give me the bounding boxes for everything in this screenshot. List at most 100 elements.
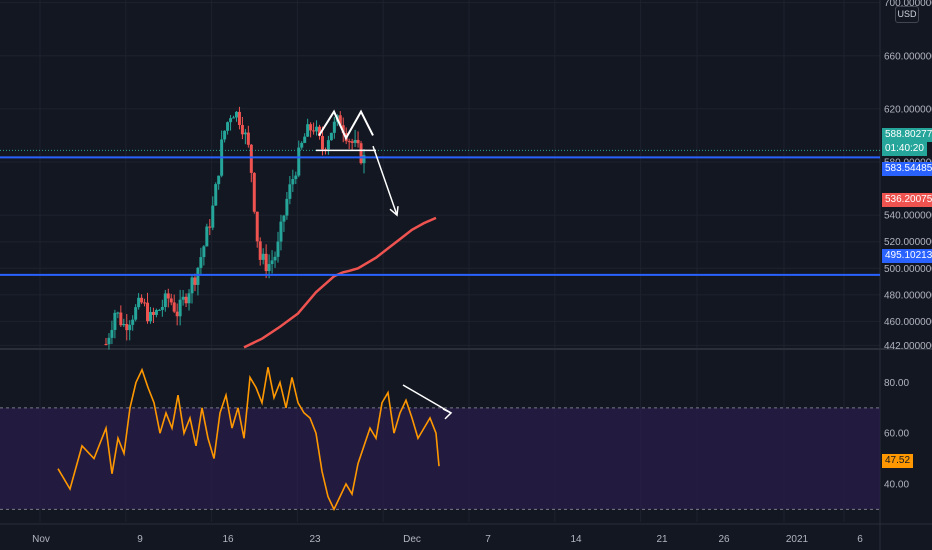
candle-body (211, 205, 215, 228)
candle-body (273, 256, 277, 261)
candle-body (276, 241, 280, 257)
candle-body (234, 111, 238, 118)
candle-body (172, 302, 176, 312)
candle-body (261, 253, 265, 260)
candle-body (214, 184, 218, 206)
horizontal-levels[interactable] (0, 149, 880, 276)
rsi-line-path (57, 367, 440, 512)
candle-body (270, 260, 274, 265)
price-tick-label: 540.000000 (884, 211, 932, 222)
candle-body (131, 319, 135, 325)
candle-body (279, 221, 283, 242)
candle-body (137, 297, 141, 308)
candle-body (303, 136, 307, 143)
candle-body (264, 253, 268, 272)
candle-body (116, 312, 120, 314)
currency-button[interactable]: USD (895, 6, 919, 23)
last-price-label: 588.802776 (882, 128, 932, 142)
candle-body (143, 302, 147, 304)
candle-body (223, 130, 227, 140)
price-tick-label: 480.000000 (884, 290, 932, 301)
rsi-band (0, 407, 880, 510)
time-tick-label: Nov (32, 534, 50, 545)
candle-body (193, 277, 197, 285)
price-tick-label: 460.000000 (884, 317, 932, 328)
rsi-divergence-arrow (402, 384, 452, 414)
candle-body (107, 337, 111, 345)
candle-body (134, 307, 138, 320)
candle-body (178, 299, 182, 317)
candle-body (237, 111, 241, 125)
price-arrow-head (389, 206, 399, 217)
candle-body (151, 311, 155, 315)
candle-body (312, 130, 316, 132)
time-tick-label: 21 (656, 534, 668, 545)
candle-body (288, 184, 292, 199)
candle-body (166, 293, 170, 299)
rsi-tick-label: 60.00 (884, 429, 909, 440)
price-tick-label: 660.000000 (884, 51, 932, 62)
candle-body (157, 309, 161, 311)
candle-body (243, 132, 247, 135)
candle-body (347, 141, 351, 143)
candle-body (205, 226, 209, 247)
countdown-label: 01:40:20 (882, 142, 927, 156)
candle-body (353, 139, 357, 143)
candle-body (175, 311, 179, 317)
candle-body (119, 312, 123, 326)
candle-body (341, 125, 345, 134)
candle-body (229, 118, 233, 123)
support-level-label: 495.102130 (882, 249, 932, 263)
candle-body (246, 132, 250, 145)
candle-body (146, 302, 150, 322)
candle-body (315, 126, 319, 132)
ma-value-label: 536.200751 (882, 193, 932, 207)
candle-body (154, 310, 158, 315)
rsi-band-fill (0, 407, 880, 510)
candle-body (184, 296, 188, 304)
time-tick-label: 6 (857, 534, 863, 545)
rsi-tick-label: 80.00 (884, 378, 909, 389)
time-tick-label: 26 (718, 534, 730, 545)
candle-body (291, 179, 295, 185)
candle-body (190, 277, 194, 294)
candle-body (255, 211, 259, 242)
price-tick-label: 442.000000 (884, 341, 932, 352)
drawings[interactable] (316, 109, 453, 420)
time-tick-label: 9 (137, 534, 143, 545)
candle-body (160, 307, 164, 310)
candle-body (128, 324, 132, 331)
candle-body (258, 241, 262, 260)
moving-average (243, 216, 437, 349)
candle-body (350, 141, 354, 143)
time-tick-label: 2021 (786, 534, 809, 545)
price-tick-label: 500.000000 (884, 264, 932, 275)
candle-body (202, 246, 206, 258)
candle-body (326, 140, 330, 150)
candle-body (267, 264, 271, 272)
rsi-value-label: 47.52 (882, 454, 914, 468)
candle-body (199, 257, 203, 268)
candle-body (320, 136, 324, 150)
candle-body (196, 267, 200, 285)
candle-body (309, 124, 313, 131)
time-tick-label: 14 (570, 534, 582, 545)
candle-body (252, 172, 256, 212)
candle-body (294, 175, 298, 180)
level-583-label: 583.544851 (882, 162, 932, 176)
double-top-drawing (318, 109, 374, 141)
candle-body (104, 344, 108, 346)
candle-body (187, 293, 191, 304)
candle-body (110, 329, 114, 338)
candle-body (140, 297, 144, 303)
candle-body (329, 132, 333, 141)
time-tick-label: Dec (403, 534, 421, 545)
price-tick-label: 520.000000 (884, 237, 932, 248)
candle-body (338, 115, 342, 126)
candle-body (226, 122, 230, 131)
candle-body (362, 155, 366, 164)
candle-body (306, 124, 310, 137)
time-tick-label: 23 (309, 534, 321, 545)
candle-body (169, 298, 173, 303)
